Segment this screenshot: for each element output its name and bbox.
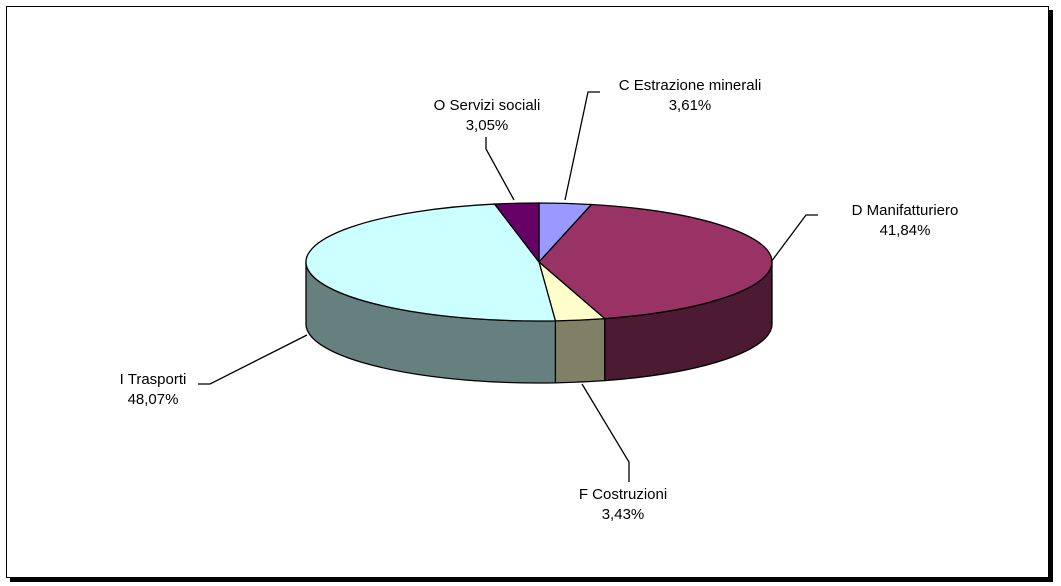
label-estrazione-minerali-value: 3,61% xyxy=(669,97,712,114)
label-trasporti-name: I Trasporti xyxy=(120,371,187,388)
leader-line-estrazione-minerali xyxy=(564,91,600,201)
label-costruzioni-value: 3,43% xyxy=(602,506,645,523)
slice-labels: C Estrazione minerali 3,61% D Manifattur… xyxy=(120,77,959,523)
leader-line-costruzioni xyxy=(581,383,630,482)
chart-shadow-right xyxy=(1049,10,1053,582)
leader-lines xyxy=(198,91,818,482)
slice-trasporti xyxy=(305,203,557,322)
label-servizi-sociali-name: O Servizi sociali xyxy=(434,97,541,114)
label-costruzioni-name: F Costruzioni xyxy=(579,486,667,503)
slice-servizi-sociali xyxy=(493,202,540,264)
slice-side-costruzioni xyxy=(554,317,606,384)
label-trasporti-value: 48,07% xyxy=(128,391,179,408)
label-estrazione-minerali-name: C Estrazione minerali xyxy=(619,77,762,94)
pie-tops xyxy=(305,202,773,322)
chart-shadow-bottom xyxy=(10,578,1053,582)
pie-sides xyxy=(305,261,773,384)
leader-line-trasporti xyxy=(198,334,308,385)
leader-line-servizi-sociali xyxy=(485,137,515,201)
leader-line-manifatturiero xyxy=(770,214,818,263)
label-servizi-sociali-value: 3,05% xyxy=(466,117,509,134)
label-manifatturiero-name: D Manifatturiero xyxy=(852,202,959,219)
label-manifatturiero-value: 41,84% xyxy=(880,222,931,239)
